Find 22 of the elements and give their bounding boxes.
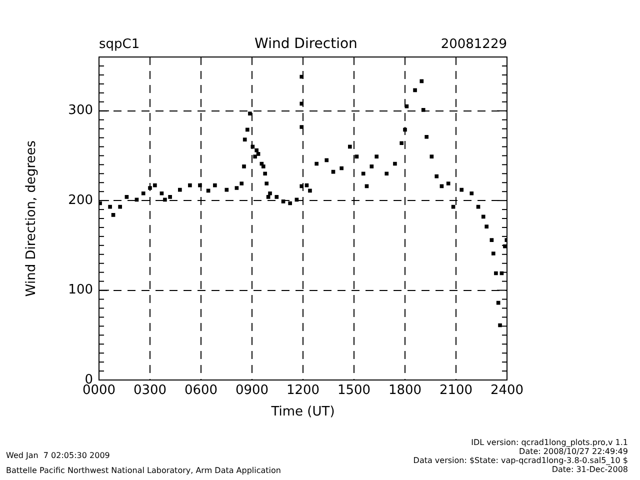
chart-title: Wind Direction (254, 36, 358, 52)
y-tick-label: 300 (68, 103, 93, 118)
x-tick-label: 2100 (439, 383, 473, 398)
y-axis-title: Wind Direction, degrees (24, 140, 40, 297)
y-tick-label: 100 (68, 282, 93, 298)
x-tick-label: 0900 (235, 383, 269, 398)
text: Data version: $State: vap-qcrad1long-3.8-0.sal5_10 $ (413, 456, 628, 465)
text: Date: 2008/10/27 22:49:49 (519, 447, 628, 456)
y-tick-label: 200 (68, 192, 93, 208)
x-tick-label: 0300 (133, 383, 167, 398)
text: Wed Jan 7 02:05:30 2009 (6, 451, 110, 460)
x-axis-title: Time (UT) (270, 404, 335, 420)
x-tick-label: 2400 (490, 383, 524, 398)
text: Battelle Pacific Northwest National Laboratory, Arm Data Application (6, 466, 281, 475)
text: 20081229 (440, 37, 507, 52)
text: IDL version: qcrad1long_plots.pro,v 1.1 (471, 438, 628, 447)
x-tick-label: 1200 (286, 383, 320, 398)
x-tick-label: 0600 (184, 383, 218, 398)
text: sqpC1 (99, 37, 140, 52)
text: Date: 31-Dec-2008 (552, 465, 628, 474)
x-tick-label: 1500 (337, 383, 371, 398)
x-tick-label: 1800 (388, 383, 422, 398)
